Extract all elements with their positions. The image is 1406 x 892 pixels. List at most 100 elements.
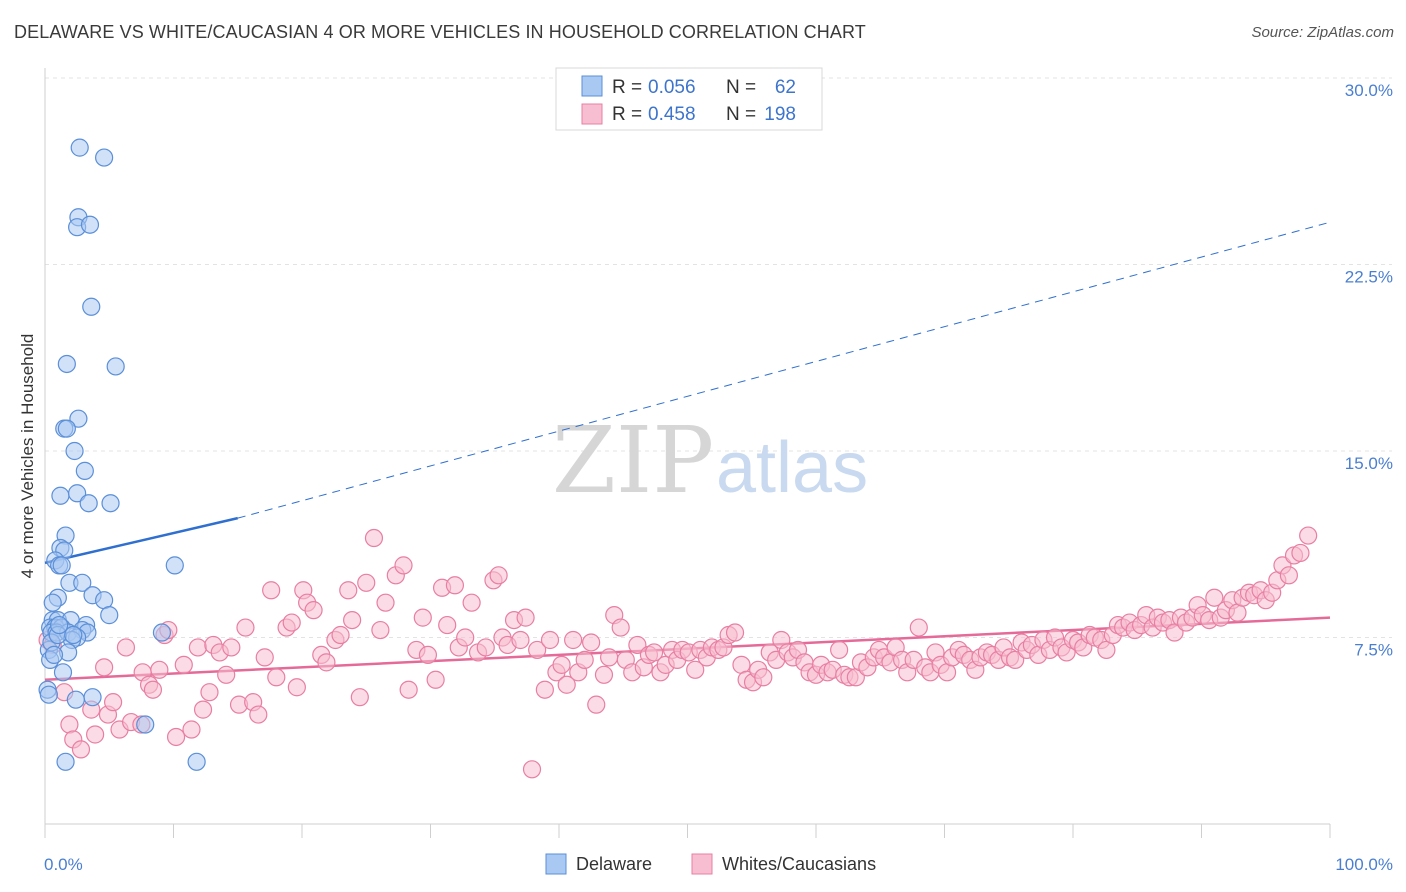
point-white xyxy=(262,581,281,600)
legend-swatch-white xyxy=(581,103,603,125)
legend-bottom: Delaware Whites/Caucasians xyxy=(545,853,876,875)
point-white xyxy=(516,608,535,627)
point-white xyxy=(594,665,614,684)
point-white xyxy=(95,658,114,677)
point-delaware xyxy=(83,688,102,707)
point-white xyxy=(462,593,481,612)
point-white xyxy=(166,727,186,747)
legend-r-label-2: R = xyxy=(612,104,642,125)
point-delaware xyxy=(57,354,76,374)
point-delaware xyxy=(51,486,70,505)
point-delaware xyxy=(82,297,101,316)
point-white xyxy=(394,556,413,575)
point-white xyxy=(282,613,301,632)
point-delaware xyxy=(64,625,83,645)
point-delaware xyxy=(57,419,76,438)
point-white xyxy=(104,693,123,712)
point-white xyxy=(364,528,384,548)
point-white xyxy=(1006,650,1025,669)
y-tick-label: 7.5% xyxy=(1354,641,1393,660)
point-white xyxy=(343,610,362,630)
point-delaware xyxy=(79,494,98,513)
point-white xyxy=(438,615,457,635)
watermark-zip: ZIP xyxy=(552,407,714,514)
point-delaware xyxy=(50,615,69,635)
point-white xyxy=(174,655,193,674)
point-white xyxy=(540,630,560,650)
point-white xyxy=(445,576,465,595)
series-white-points xyxy=(38,526,1318,779)
y-tick-label: 15.0% xyxy=(1345,454,1393,473)
point-white xyxy=(60,715,79,734)
point-white xyxy=(1279,566,1298,585)
point-white xyxy=(255,648,274,667)
series-delaware-points xyxy=(38,138,206,771)
x-tick-label: 0.0% xyxy=(44,855,83,874)
point-white xyxy=(350,688,369,707)
point-delaware xyxy=(69,409,88,428)
point-delaware xyxy=(39,685,58,704)
x-tick-labels: 0.0% 100.0% xyxy=(44,855,1393,874)
point-white xyxy=(628,635,647,655)
point-white xyxy=(413,608,432,627)
point-white xyxy=(909,618,928,637)
point-delaware xyxy=(44,645,64,665)
point-white xyxy=(754,668,773,687)
y-tick-label: 30.0% xyxy=(1345,81,1393,100)
point-white xyxy=(644,643,664,662)
point-delaware xyxy=(43,593,62,612)
legend-r-value-1: 0.056 xyxy=(648,77,696,98)
point-white xyxy=(193,700,213,719)
point-delaware xyxy=(66,690,85,709)
y-axis-label: 4 or more Vehicles in Household xyxy=(18,334,37,579)
point-white xyxy=(188,638,208,657)
legend-top: R = 0.056 N = 62 R = 0.458 N = 198 xyxy=(555,67,823,131)
watermark: ZIP atlas xyxy=(552,407,868,514)
bottom-legend-label-white: Whites/Caucasians xyxy=(722,854,876,874)
point-delaware xyxy=(52,556,71,575)
x-tick-label: 100.0% xyxy=(1335,855,1393,874)
point-delaware xyxy=(70,138,89,157)
point-delaware xyxy=(65,441,84,461)
point-white xyxy=(71,740,91,759)
point-white xyxy=(339,581,358,600)
legend-swatch-delaware xyxy=(581,75,603,97)
y-tick-label: 22.5% xyxy=(1345,268,1393,287)
bottom-legend-swatch-white xyxy=(691,853,713,875)
point-white xyxy=(552,655,571,674)
point-white xyxy=(725,623,745,642)
x-ticks xyxy=(44,824,1331,838)
point-white xyxy=(217,665,236,684)
legend-r-label-1: R = xyxy=(612,77,642,98)
point-white xyxy=(182,720,201,739)
point-white xyxy=(1299,526,1318,545)
legend-r-value-2: 0.458 xyxy=(648,104,696,125)
point-white xyxy=(522,760,542,779)
point-white xyxy=(267,668,286,687)
point-white xyxy=(287,678,306,697)
point-delaware xyxy=(75,461,94,480)
gridlines xyxy=(45,77,1392,638)
point-white xyxy=(418,645,438,665)
point-white xyxy=(582,633,601,652)
point-delaware xyxy=(95,148,114,167)
legend-n-value-1: 62 xyxy=(775,77,796,98)
legend-n-label-2: N = xyxy=(726,104,756,125)
point-white xyxy=(686,660,705,679)
point-white xyxy=(249,705,268,724)
point-delaware xyxy=(152,623,172,642)
bottom-legend-label-delaware: Delaware xyxy=(576,854,652,874)
trend-line-delaware-extension xyxy=(237,221,1331,519)
point-white xyxy=(557,675,576,694)
point-white xyxy=(371,620,390,640)
source-label: Source: ZipAtlas.com xyxy=(1251,24,1394,41)
point-delaware xyxy=(106,357,125,376)
point-delaware xyxy=(73,573,92,592)
point-white xyxy=(1205,588,1224,607)
point-white xyxy=(600,648,619,667)
point-delaware xyxy=(165,556,184,575)
point-delaware xyxy=(101,494,120,513)
point-white xyxy=(426,670,445,689)
point-white xyxy=(528,640,547,660)
point-white xyxy=(587,695,606,714)
